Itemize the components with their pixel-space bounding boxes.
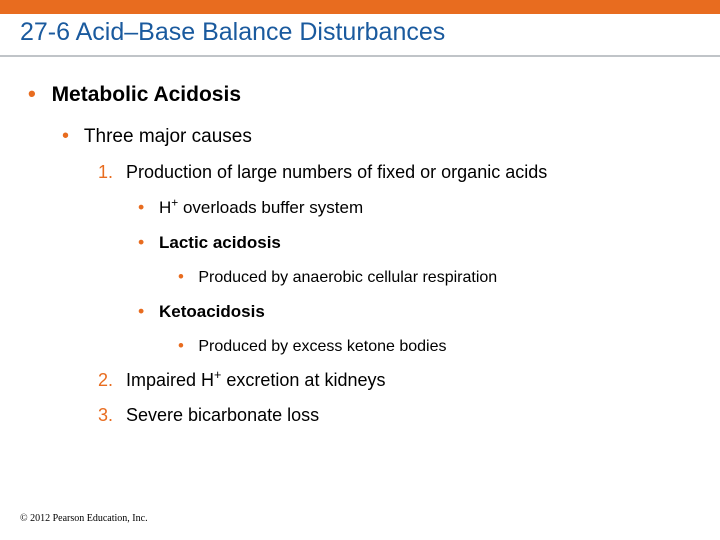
sub-bullet-bold: Lactic acidosis [0,232,720,253]
sub-bullet-bold: Ketoacidosis [0,301,720,322]
accent-bar [0,0,720,14]
numbered-item-3: 3. Severe bicarbonate loss [0,405,720,426]
heading-lvl0-text: Metabolic Acidosis [52,83,241,106]
item-text: Impaired H+ excretion at kidneys [126,370,385,391]
sub-text: Ketoacidosis [159,302,265,321]
text-post: excretion at kidneys [221,370,385,390]
slide-title: 27-6 Acid–Base Balance Disturbances [20,18,700,47]
text-pre: Impaired H [126,370,214,390]
numbered-item-1: 1. Production of large numbers of fixed … [0,162,720,183]
item-number: 1. [98,162,118,183]
heading-lvl1-text: Three major causes [84,126,252,147]
item-number: 2. [98,370,118,391]
sub-sub-bullet: Produced by excess ketone bodies [0,336,720,356]
sub-sub-text: Produced by anaerobic cellular respirati… [198,269,497,286]
sub-sub-bullet: Produced by anaerobic cellular respirati… [0,267,720,287]
sub-bullet: H+ overloads buffer system [0,197,720,218]
title-row: 27-6 Acid–Base Balance Disturbances [0,14,720,57]
numbered-item-2: 2. Impaired H+ excretion at kidneys [0,370,720,391]
item-text: Production of large numbers of fixed or … [126,162,547,183]
heading-lvl0: Metabolic Acidosis [0,81,720,107]
sub-sub-text: Produced by excess ketone bodies [198,338,446,355]
sub-text-post: overloads buffer system [178,198,363,217]
copyright-footer: © 2012 Pearson Education, Inc. [20,513,148,524]
sub-text-pre: H [159,198,171,217]
heading-lvl1: Three major causes [0,125,720,148]
item-text: Severe bicarbonate loss [126,405,319,426]
item-number: 3. [98,405,118,426]
sub-text: Lactic acidosis [159,233,281,252]
content-area: Metabolic Acidosis Three major causes 1.… [0,57,720,426]
